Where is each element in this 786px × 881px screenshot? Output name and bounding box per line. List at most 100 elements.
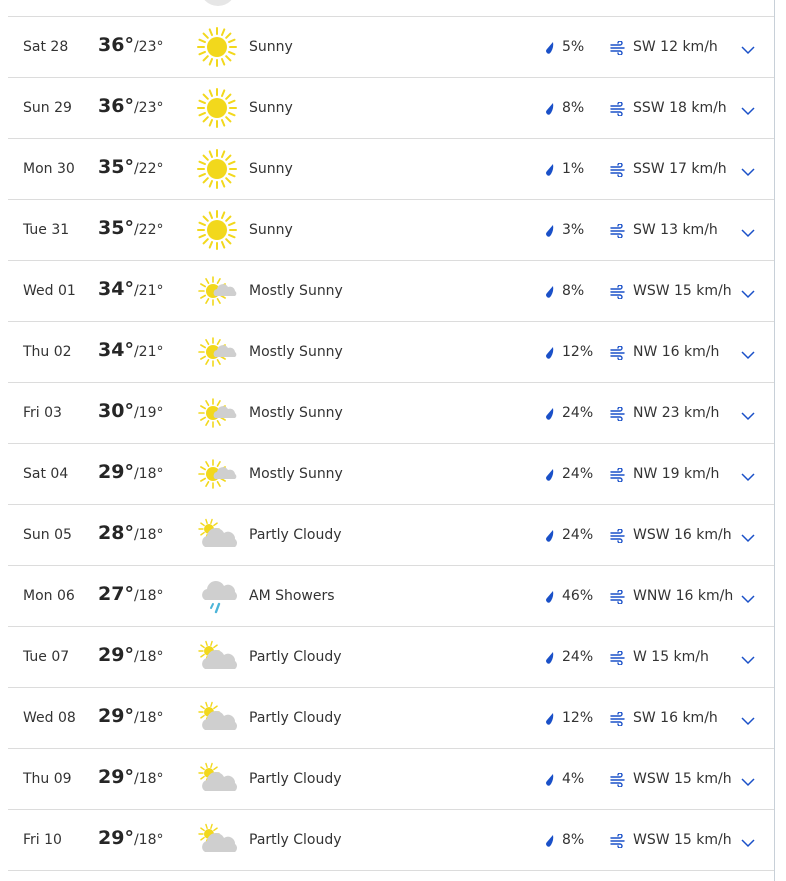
forecast-row[interactable]: Tue 31 35°/22° Sunny 3% SW 13 km/h xyxy=(8,200,774,261)
condition: Partly Cloudy xyxy=(249,832,342,848)
partly-cloudy-icon xyxy=(195,515,239,555)
forecast-row[interactable]: Mon 30 35°/22° Sunny 1% SSW 17 km/h xyxy=(8,139,774,200)
temperature: 29°/18° xyxy=(98,644,163,666)
daily-forecast-list: Sat 28 36°/23° Sunny 5% SW 12 km/h Sun 2… xyxy=(8,16,774,871)
low-temp: /23° xyxy=(133,100,164,116)
temperature: 29°/18° xyxy=(98,827,163,849)
chevron-down-icon[interactable] xyxy=(740,773,756,787)
wind-icon xyxy=(610,467,626,483)
raindrop-icon xyxy=(545,589,555,603)
forecast-row[interactable]: Fri 10 29°/18° Partly Cloudy 8% WSW 15 k… xyxy=(8,810,774,871)
wind-icon xyxy=(610,284,626,300)
chevron-down-icon[interactable] xyxy=(740,102,756,116)
weather-icon-partial xyxy=(200,0,236,6)
day-label: Wed 08 xyxy=(23,710,76,726)
high-temp: 29° xyxy=(98,644,134,666)
day-label: Thu 02 xyxy=(23,344,72,360)
wind: WSW 16 km/h xyxy=(633,527,732,543)
high-temp: 29° xyxy=(98,766,134,788)
wind-icon xyxy=(610,345,626,361)
temperature: 35°/22° xyxy=(98,156,163,178)
raindrop-icon xyxy=(545,772,555,786)
low-temp: /21° xyxy=(133,283,164,299)
high-temp: 29° xyxy=(98,705,134,727)
mostly-sunny-icon xyxy=(195,332,239,372)
raindrop-icon xyxy=(545,101,555,115)
raindrop-icon xyxy=(545,162,555,176)
chevron-down-icon[interactable] xyxy=(740,346,756,360)
raindrop-icon xyxy=(545,650,555,664)
wind: SW 12 km/h xyxy=(633,39,718,55)
chevron-down-icon[interactable] xyxy=(740,285,756,299)
chevron-down-icon[interactable] xyxy=(740,224,756,238)
wind: NW 16 km/h xyxy=(633,344,720,360)
forecast-row[interactable]: Tue 07 29°/18° Partly Cloudy 24% W 15 km… xyxy=(8,627,774,688)
temperature: 29°/18° xyxy=(98,766,163,788)
chevron-down-icon[interactable] xyxy=(740,712,756,726)
wind: NW 19 km/h xyxy=(633,466,720,482)
forecast-row[interactable]: Wed 08 29°/18° Partly Cloudy 12% SW 16 k… xyxy=(8,688,774,749)
chevron-down-icon[interactable] xyxy=(740,468,756,482)
raindrop-icon xyxy=(545,711,555,725)
high-temp: 36° xyxy=(98,34,134,56)
day-label: Sun 29 xyxy=(23,100,72,116)
panel-border xyxy=(774,0,775,881)
forecast-row[interactable]: Wed 01 34°/21° Mostly Sunny 8% WSW 15 km… xyxy=(8,261,774,322)
chevron-down-icon[interactable] xyxy=(740,407,756,421)
high-temp: 34° xyxy=(98,339,134,361)
low-temp: /18° xyxy=(133,832,164,848)
high-temp: 30° xyxy=(98,400,134,422)
day-label: Sat 04 xyxy=(23,466,69,482)
forecast-row[interactable]: Sat 28 36°/23° Sunny 5% SW 12 km/h xyxy=(8,17,774,78)
day-label: Tue 07 xyxy=(23,649,70,665)
chevron-down-icon[interactable] xyxy=(740,651,756,665)
partly-cloudy-icon xyxy=(195,698,239,738)
wind: NW 23 km/h xyxy=(633,405,720,421)
forecast-row[interactable]: Sun 29 36°/23° Sunny 8% SSW 18 km/h xyxy=(8,78,774,139)
low-temp: /18° xyxy=(133,710,164,726)
wind-icon xyxy=(610,223,626,239)
raindrop-icon xyxy=(545,284,555,298)
chevron-down-icon[interactable] xyxy=(740,834,756,848)
wind: SW 16 km/h xyxy=(633,710,718,726)
wind-icon xyxy=(610,40,626,56)
raindrop-icon xyxy=(545,406,555,420)
forecast-row[interactable]: Sat 04 29°/18° Mostly Sunny 24% NW 19 km… xyxy=(8,444,774,505)
forecast-row[interactable]: Fri 03 30°/19° Mostly Sunny 24% NW 23 km… xyxy=(8,383,774,444)
mostly-sunny-icon xyxy=(195,393,239,433)
partly-cloudy-icon xyxy=(195,637,239,677)
high-temp: 27° xyxy=(98,583,134,605)
temperature: 36°/23° xyxy=(98,34,163,56)
wind-icon xyxy=(610,650,626,666)
temperature: 30°/19° xyxy=(98,400,163,422)
temperature: 29°/18° xyxy=(98,461,163,483)
forecast-row[interactable]: Sun 05 28°/18° Partly Cloudy 24% WSW 16 … xyxy=(8,505,774,566)
chevron-down-icon[interactable] xyxy=(740,163,756,177)
low-temp: /19° xyxy=(133,405,164,421)
chevron-down-icon[interactable] xyxy=(740,529,756,543)
precipitation: 5% xyxy=(562,39,585,55)
wind-icon xyxy=(610,833,626,849)
condition: Mostly Sunny xyxy=(249,283,343,299)
condition: Mostly Sunny xyxy=(249,344,343,360)
precipitation: 4% xyxy=(562,771,585,787)
precipitation: 12% xyxy=(562,710,594,726)
high-temp: 34° xyxy=(98,278,134,300)
condition: Partly Cloudy xyxy=(249,710,342,726)
temperature: 29°/18° xyxy=(98,705,163,727)
wind: SW 13 km/h xyxy=(633,222,718,238)
chevron-down-icon[interactable] xyxy=(740,41,756,55)
temperature: 34°/21° xyxy=(98,339,163,361)
forecast-row[interactable]: Thu 02 34°/21° Mostly Sunny 12% NW 16 km… xyxy=(8,322,774,383)
day-label: Fri 10 xyxy=(23,832,62,848)
low-temp: /18° xyxy=(133,527,164,543)
precipitation: 3% xyxy=(562,222,585,238)
condition: Partly Cloudy xyxy=(249,527,342,543)
forecast-row[interactable]: Mon 06 27°/18° AM Showers 46% WNW 16 km/… xyxy=(8,566,774,627)
forecast-row[interactable]: Thu 09 29°/18° Partly Cloudy 4% WSW 15 k… xyxy=(8,749,774,810)
chevron-down-icon[interactable] xyxy=(740,590,756,604)
day-label: Fri 03 xyxy=(23,405,62,421)
precipitation: 46% xyxy=(562,588,594,604)
partly-cloudy-icon xyxy=(195,820,239,860)
condition: Mostly Sunny xyxy=(249,405,343,421)
